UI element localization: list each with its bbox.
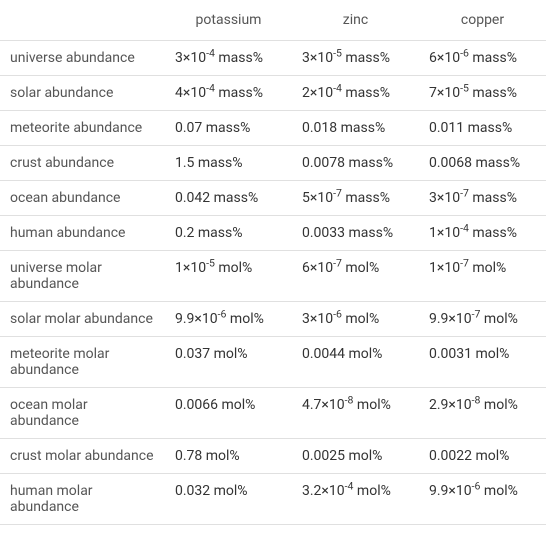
row-label: crust molar abundance	[0, 439, 165, 474]
table-cell: 1×10-7 mol%	[419, 251, 546, 302]
table-cell: 0.0078 mass%	[292, 146, 419, 181]
table-cell: 0.78 mol%	[165, 439, 292, 474]
table-cell: 0.037 mol%	[165, 337, 292, 388]
column-header-potassium: potassium	[165, 0, 292, 41]
table-cell: 0.0022 mol%	[419, 439, 546, 474]
abundance-table: potassium zinc copper universe abundance…	[0, 0, 546, 525]
table-cell: 0.018 mass%	[292, 111, 419, 146]
row-label: ocean abundance	[0, 181, 165, 216]
table-cell: 2.9×10-8 mol%	[419, 388, 546, 439]
table-row: ocean abundance0.042 mass%5×10-7 mass%3×…	[0, 181, 546, 216]
row-label: universe abundance	[0, 41, 165, 76]
table-cell: 4×10-4 mass%	[165, 76, 292, 111]
column-header-zinc: zinc	[292, 0, 419, 41]
table-cell: 4.7×10-8 mol%	[292, 388, 419, 439]
table-cell: 5×10-7 mass%	[292, 181, 419, 216]
table-cell: 0.032 mol%	[165, 474, 292, 525]
row-label: meteorite abundance	[0, 111, 165, 146]
row-label: solar molar abundance	[0, 302, 165, 337]
row-label: meteorite molar abundance	[0, 337, 165, 388]
table-row: meteorite abundance0.07 mass%0.018 mass%…	[0, 111, 546, 146]
table-row: human molar abundance0.032 mol%3.2×10-4 …	[0, 474, 546, 525]
column-header-copper: copper	[419, 0, 546, 41]
row-label: crust abundance	[0, 146, 165, 181]
table-cell: 7×10-5 mass%	[419, 76, 546, 111]
table-row: universe molar abundance1×10-5 mol%6×10-…	[0, 251, 546, 302]
table-cell: 3×10-5 mass%	[292, 41, 419, 76]
row-label: universe molar abundance	[0, 251, 165, 302]
table-cell: 1.5 mass%	[165, 146, 292, 181]
table-cell: 1×10-4 mass%	[419, 216, 546, 251]
table-row: solar abundance4×10-4 mass%2×10-4 mass%7…	[0, 76, 546, 111]
table-cell: 0.0044 mol%	[292, 337, 419, 388]
table-cell: 3×10-6 mol%	[292, 302, 419, 337]
table-cell: 0.0031 mol%	[419, 337, 546, 388]
table-row: human abundance0.2 mass%0.0033 mass%1×10…	[0, 216, 546, 251]
table-row: meteorite molar abundance0.037 mol%0.004…	[0, 337, 546, 388]
table-row: ocean molar abundance0.0066 mol%4.7×10-8…	[0, 388, 546, 439]
table-cell: 9.9×10-6 mol%	[165, 302, 292, 337]
table-cell: 9.9×10-6 mol%	[419, 474, 546, 525]
table-cell: 9.9×10-7 mol%	[419, 302, 546, 337]
column-header-empty	[0, 0, 165, 41]
row-label: human abundance	[0, 216, 165, 251]
table-row: crust abundance1.5 mass%0.0078 mass%0.00…	[0, 146, 546, 181]
table-cell: 0.07 mass%	[165, 111, 292, 146]
table-cell: 0.011 mass%	[419, 111, 546, 146]
table-cell: 0.0068 mass%	[419, 146, 546, 181]
row-label: human molar abundance	[0, 474, 165, 525]
table-cell: 3.2×10-4 mol%	[292, 474, 419, 525]
table-row: solar molar abundance9.9×10-6 mol%3×10-6…	[0, 302, 546, 337]
table-cell: 3×10-4 mass%	[165, 41, 292, 76]
table-cell: 0.2 mass%	[165, 216, 292, 251]
row-label: solar abundance	[0, 76, 165, 111]
table-cell: 0.0066 mol%	[165, 388, 292, 439]
table-row: crust molar abundance0.78 mol%0.0025 mol…	[0, 439, 546, 474]
table-cell: 6×10-7 mol%	[292, 251, 419, 302]
table-cell: 2×10-4 mass%	[292, 76, 419, 111]
table-cell: 1×10-5 mol%	[165, 251, 292, 302]
table-cell: 0.0033 mass%	[292, 216, 419, 251]
table-cell: 0.0025 mol%	[292, 439, 419, 474]
row-label: ocean molar abundance	[0, 388, 165, 439]
table-header-row: potassium zinc copper	[0, 0, 546, 41]
table-row: universe abundance3×10-4 mass%3×10-5 mas…	[0, 41, 546, 76]
table-cell: 3×10-7 mass%	[419, 181, 546, 216]
table-cell: 6×10-6 mass%	[419, 41, 546, 76]
table-cell: 0.042 mass%	[165, 181, 292, 216]
